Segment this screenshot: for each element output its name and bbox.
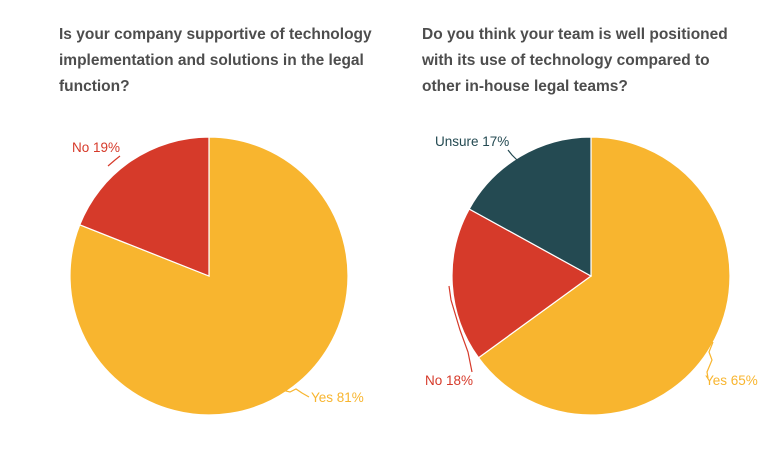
data-label-no: No 18%: [425, 373, 473, 388]
label-leader-yes: [706, 341, 714, 379]
data-label-unsure: Unsure 17%: [435, 134, 509, 149]
label-leader-no: [107, 155, 121, 167]
label-leader-unsure: [507, 149, 518, 161]
label-leader-no: [448, 285, 473, 373]
data-label-yes: Yes 65%: [705, 373, 758, 388]
pie-chart-left: Yes 81% No 19%: [69, 136, 364, 416]
pie-slice-no: [451, 208, 593, 359]
label-leader-yes: [281, 388, 310, 398]
pie-slice-no: [78, 136, 210, 277]
data-label-yes: Yes 81%: [311, 390, 364, 405]
chart-title-left: Is your company supportive of technology…: [59, 26, 372, 95]
pie-slice-unsure: [468, 136, 592, 278]
chart-title-right: Do you think your team is well positione…: [422, 26, 728, 95]
pie-chart-right: Yes 65% No 18% Unsure 17%: [425, 134, 758, 416]
pie-slice-yes: [477, 136, 731, 416]
data-label-no: No 19%: [72, 140, 120, 155]
